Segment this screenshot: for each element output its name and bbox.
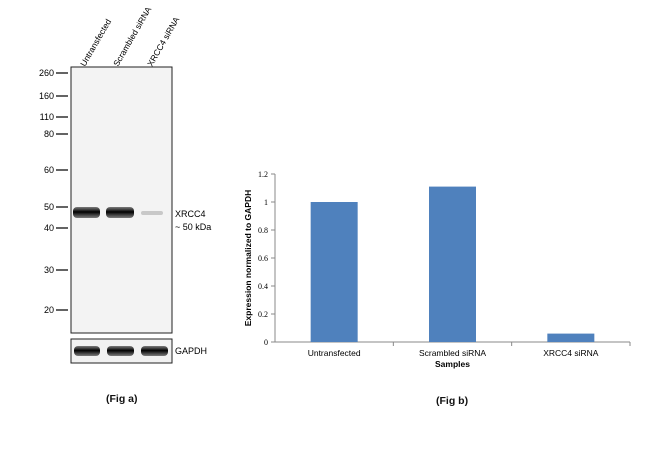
xrcc4-band-scrambled	[106, 207, 134, 218]
band-label-size: ~ 50 kDa	[175, 222, 211, 232]
y-tick-label: 0.4	[258, 282, 268, 291]
bar	[310, 202, 358, 342]
gapdh-band-scrambled	[107, 346, 134, 356]
y-tick-label: 0.6	[258, 254, 268, 263]
gapdh-band-xrcc4-sirna	[141, 346, 168, 356]
x-tick-label: XRCC4 siRNA	[543, 348, 599, 358]
mw-label: 260	[39, 68, 54, 78]
mw-label: 80	[44, 129, 54, 139]
x-axis-title: Samples	[435, 359, 470, 369]
blot-main-panel	[70, 66, 173, 334]
mw-label: 160	[39, 91, 54, 101]
mw-label: 50	[44, 202, 54, 212]
band-label-xrcc4: XRCC4	[175, 209, 206, 219]
y-tick-label: 1	[264, 198, 268, 207]
xrcc4-band-untransfected	[73, 207, 100, 218]
y-tick-label: 1.2	[258, 170, 268, 179]
gapdh-label: GAPDH	[175, 346, 207, 356]
caption-fig-a: (Fig a)	[106, 393, 138, 405]
mw-label: 20	[44, 305, 54, 315]
y-axis-title: Expression normalized to GAPDH	[243, 190, 253, 327]
mw-label: 60	[44, 165, 54, 175]
x-tick-label: Scrambled siRNA	[419, 348, 486, 358]
gapdh-band-untransfected	[74, 346, 100, 356]
y-tick-label: 0.2	[258, 310, 268, 319]
y-tick-label: 0.8	[258, 226, 268, 235]
bar	[429, 186, 476, 342]
mw-marker-ladder: 260 160 110 80 60 50 40 30 20	[39, 68, 68, 315]
caption-fig-b: (Fig b)	[436, 395, 469, 407]
mw-label: 110	[40, 112, 54, 122]
y-tick-label: 0	[264, 338, 268, 347]
xrcc4-band-knockdown	[141, 211, 163, 215]
mw-label: 40	[44, 223, 54, 233]
x-tick-label: Untransfected	[308, 348, 361, 358]
bar	[547, 333, 595, 342]
mw-label: 30	[44, 265, 54, 275]
